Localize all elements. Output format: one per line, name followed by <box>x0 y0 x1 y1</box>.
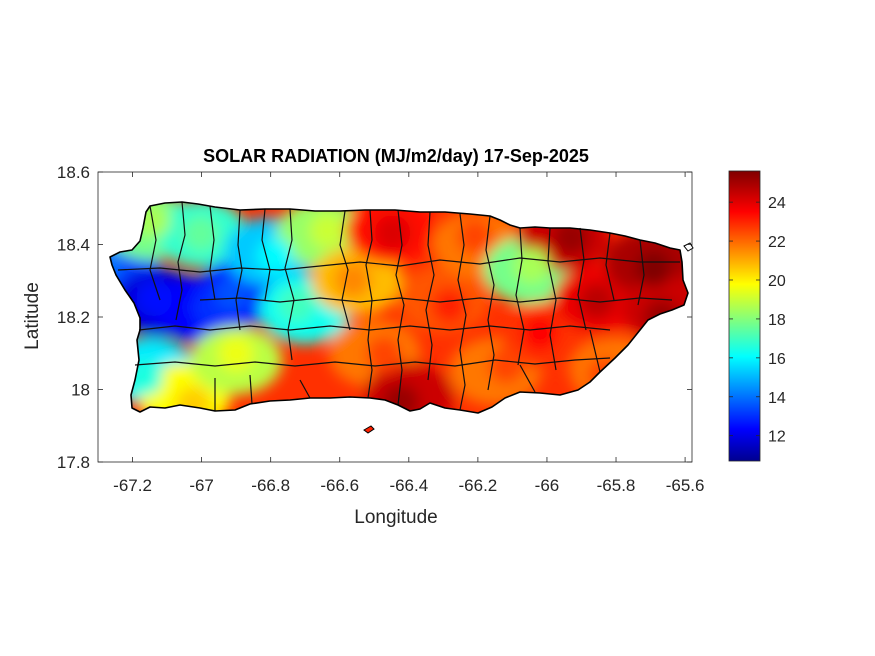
municipality-boundary <box>138 325 611 331</box>
municipality-boundary <box>374 357 611 367</box>
x-tick-label: -65.8 <box>597 476 636 495</box>
heat-detail <box>513 247 550 284</box>
heat-detail <box>218 335 255 372</box>
municipality-boundary <box>117 265 321 273</box>
heat-detail <box>635 250 672 287</box>
x-tick-label: -67.2 <box>113 476 152 495</box>
municipality-boundary <box>261 208 271 301</box>
municipality-boundary <box>457 213 467 411</box>
municipality-boundary <box>547 227 557 371</box>
municipality-boundary <box>284 208 295 361</box>
y-tick-label: 18.4 <box>57 236 90 255</box>
y-tick-label: 18 <box>71 381 90 400</box>
municipality-boundary <box>365 209 373 399</box>
heat-detail <box>374 215 411 251</box>
municipality-boundary <box>637 239 645 306</box>
x-tick-label: -66.4 <box>389 476 428 495</box>
x-tick-label: -66 <box>535 476 560 495</box>
municipality-boundary <box>299 379 311 399</box>
municipality-boundary <box>209 205 216 301</box>
municipality-boundary <box>577 227 587 331</box>
municipality-boundary <box>519 364 536 393</box>
y-tick-label: 17.8 <box>57 453 90 472</box>
heat-detail <box>175 386 212 413</box>
municipality-boundary <box>515 227 525 366</box>
colorbar-tick-label: 18 <box>768 312 786 329</box>
heat-detail <box>335 261 372 298</box>
east-islet <box>683 242 694 252</box>
heat-detail <box>182 215 219 252</box>
y-tick-label: 18.2 <box>57 308 90 327</box>
x-axis-label: Longitude <box>354 507 437 528</box>
municipality-boundary <box>235 209 243 331</box>
heat-detail <box>521 315 558 352</box>
heat-detail <box>488 347 525 384</box>
colorbar <box>728 170 761 462</box>
municipality-boundary <box>319 257 680 267</box>
heat-detail <box>431 287 468 324</box>
x-tick-label: -66.8 <box>251 476 290 495</box>
municipality-boundary <box>249 374 253 405</box>
heat-detail <box>215 275 252 312</box>
municipality-boundaries <box>117 201 680 411</box>
heat-detail <box>578 282 615 319</box>
heat-detail <box>256 237 293 274</box>
municipality-boundary <box>589 329 601 373</box>
heat-detail <box>136 280 173 317</box>
municipality-boundary <box>199 297 673 303</box>
y-tick-label: 18.6 <box>57 163 90 182</box>
y-axis-label: Latitude <box>22 282 43 350</box>
x-tick-label: -65.6 <box>666 476 705 495</box>
colorbar-ticks: 12 14 16 18 20 22 24 <box>729 195 786 446</box>
colorbar-tick-label: 20 <box>768 273 786 290</box>
x-axis-ticks: -67.2 -67 -66.8 -66.6 -66.4 -66.2 -66 -65.8 -65.… <box>113 172 704 495</box>
colorbar-tick-label: 14 <box>768 390 786 407</box>
colorbar-tick-label: 12 <box>768 429 786 446</box>
x-tick-label: -67 <box>189 476 214 495</box>
chart-title: SOLAR RADIATION (MJ/m2/day) 17-Sep-2025 <box>203 146 589 166</box>
heat-detail <box>456 218 493 255</box>
colorbar-tick-label: 24 <box>768 195 786 212</box>
x-tick-label: -66.6 <box>320 476 359 495</box>
y-axis-ticks: 17.8 18 18.2 18.4 18.6 <box>57 163 692 472</box>
municipality-boundary <box>149 205 161 301</box>
island-coastline <box>109 201 689 414</box>
colorbar-tick-label: 22 <box>768 234 786 251</box>
municipality-boundary <box>425 211 435 381</box>
colorbar-tick-label: 16 <box>768 351 786 368</box>
heat-detail <box>366 336 403 373</box>
heat-detail <box>309 212 346 249</box>
municipality-boundary <box>605 232 615 301</box>
caja-de-muertos-islet <box>363 425 375 434</box>
municipality-boundary <box>395 209 405 406</box>
heat-detail <box>278 286 315 323</box>
municipality-boundary <box>134 361 376 367</box>
municipality-boundary <box>175 201 186 321</box>
x-tick-label: -66.2 <box>459 476 498 495</box>
municipality-boundary <box>339 210 351 331</box>
